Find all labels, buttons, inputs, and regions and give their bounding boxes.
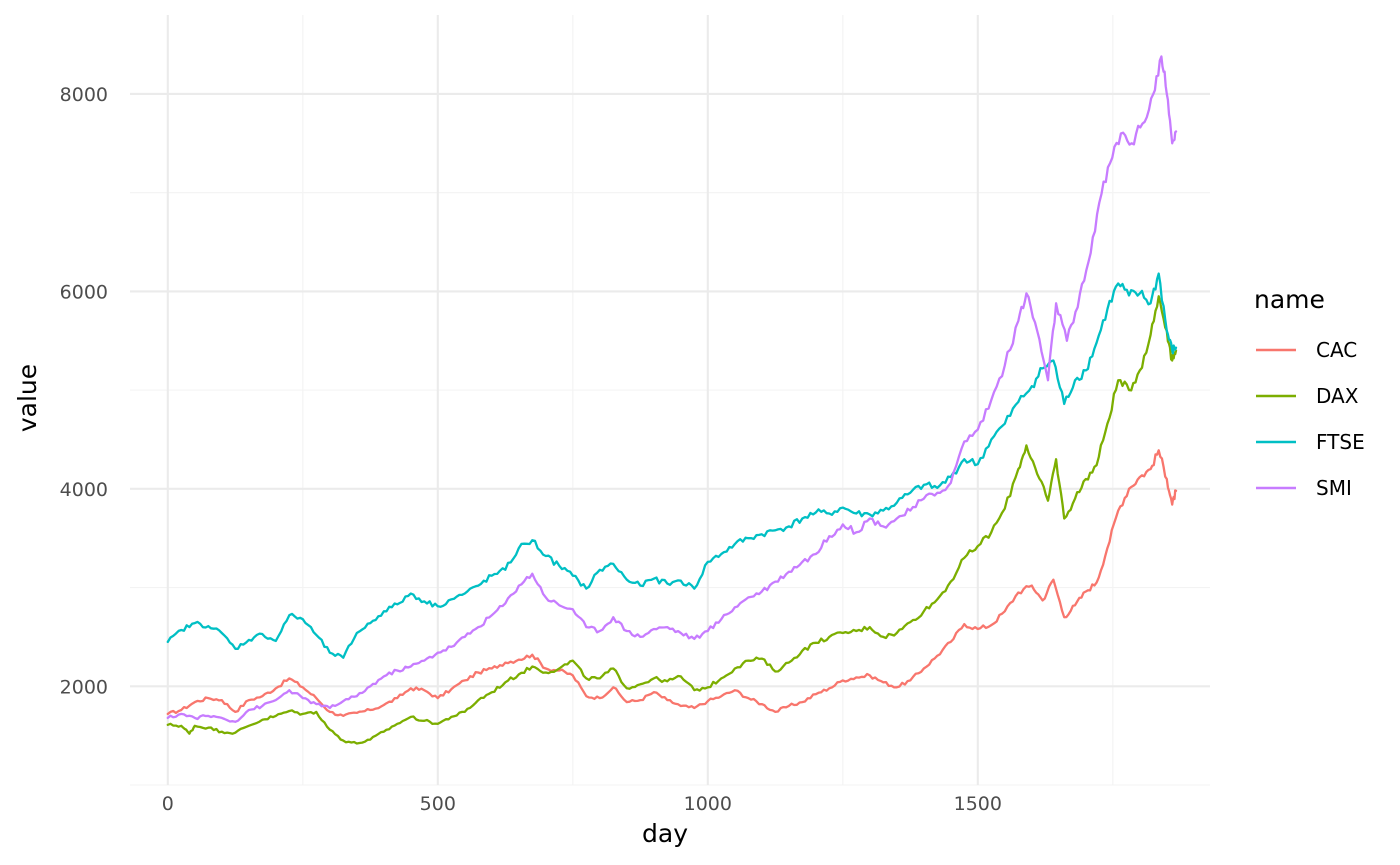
- legend-label-smi: SMI: [1316, 476, 1352, 500]
- series-line-dax: [166, 295, 1178, 745]
- series-line-cac: [166, 449, 1178, 718]
- series-line-smi: [166, 55, 1178, 723]
- y-axis-title: value: [13, 364, 42, 432]
- y-axis-tick-labels: 2000 4000 6000 8000: [60, 84, 108, 698]
- y-tick-label: 6000: [60, 281, 108, 303]
- legend-label-ftse: FTSE: [1316, 430, 1365, 454]
- major-gridlines-x: [166, 15, 979, 785]
- y-tick-label: 2000: [60, 676, 108, 698]
- legend-label-cac: CAC: [1316, 338, 1357, 362]
- series-layer: [166, 55, 1178, 745]
- x-tick-label: 1000: [684, 793, 732, 815]
- y-tick-label: 4000: [60, 479, 108, 501]
- x-tick-label: 0: [162, 793, 174, 815]
- major-gridlines-y: [130, 92, 1210, 688]
- legend: name CAC DAX FTSE SMI: [1254, 285, 1365, 500]
- legend-label-dax: DAX: [1316, 384, 1359, 408]
- x-axis-tick-labels: 0 500 1000 1500: [162, 793, 1002, 815]
- legend-title: name: [1254, 285, 1325, 314]
- x-axis-title: day: [642, 819, 688, 848]
- x-tick-label: 1500: [954, 793, 1002, 815]
- series-line-ftse: [166, 272, 1178, 659]
- x-tick-label: 500: [420, 793, 456, 815]
- y-tick-label: 8000: [60, 84, 108, 106]
